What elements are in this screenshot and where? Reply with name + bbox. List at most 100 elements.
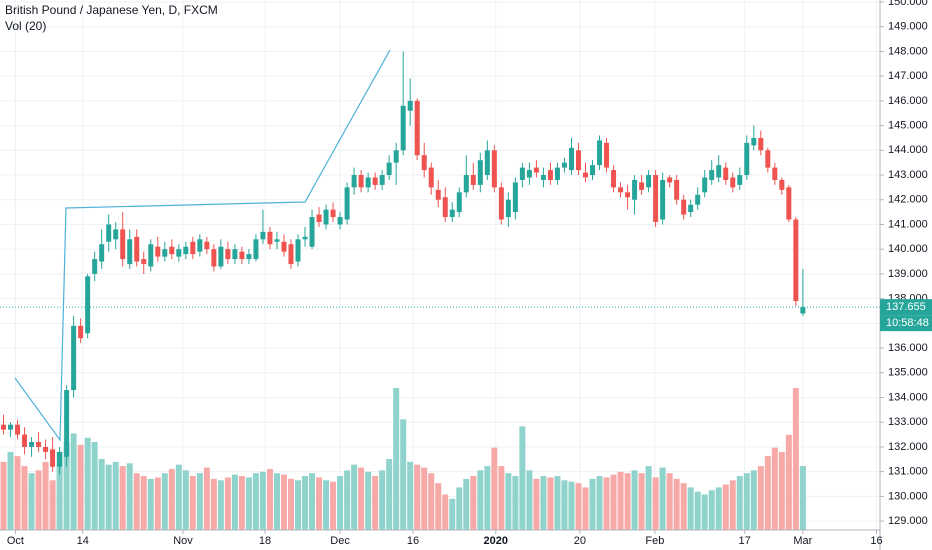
candle-body (274, 239, 280, 242)
volume-bar (112, 461, 119, 530)
volume-bar (743, 473, 750, 530)
volume-bar (645, 466, 652, 530)
candle-body (751, 137, 757, 146)
x-tick-label: Feb (645, 535, 664, 547)
volume-bar (449, 498, 456, 530)
candle-body (582, 172, 588, 178)
y-tick-label: 144.000 (888, 144, 928, 156)
candle-body (225, 249, 231, 260)
candle-body (421, 155, 427, 171)
volume-bar (14, 456, 21, 530)
volume-bar (687, 487, 694, 530)
last-price-tag (880, 299, 932, 316)
candle-body (323, 209, 329, 225)
volume-bar (7, 451, 14, 530)
volume-bar (512, 476, 519, 530)
candle-body (660, 179, 666, 220)
candle-body (674, 179, 680, 200)
candle-body (316, 214, 322, 222)
y-tick-label: 142.000 (888, 194, 928, 206)
volume-bar (561, 480, 568, 530)
candle-body (85, 276, 91, 334)
candle-body (260, 231, 266, 240)
volume-bar (0, 461, 7, 530)
x-tick-label: Mar (793, 535, 812, 547)
candle-body (477, 160, 483, 185)
volume-bar (273, 473, 280, 530)
candle-body (106, 224, 112, 242)
volume-bar (666, 473, 673, 530)
volume-bar (386, 459, 393, 530)
candle-body (113, 229, 119, 240)
candle-body (681, 199, 687, 215)
y-tick-label: 139.000 (888, 268, 928, 280)
volume-bar (189, 476, 196, 530)
volume-bar (238, 476, 245, 530)
candle-body (253, 239, 259, 260)
volume-bar (582, 487, 589, 530)
x-tick-label: 16 (870, 535, 882, 547)
volume-bar (498, 466, 505, 530)
candle-body (43, 446, 49, 452)
candle-body (99, 244, 105, 262)
candle-body (597, 140, 603, 166)
y-tick-label: 129.000 (888, 515, 928, 527)
volume-bar (217, 480, 224, 530)
candle-body (155, 246, 161, 257)
countdown-label: 10:58:48 (886, 317, 929, 329)
candle-body (618, 187, 624, 193)
candle-body (288, 244, 294, 265)
volume-bar (435, 483, 442, 530)
volume-bar (344, 470, 351, 530)
candle-body (646, 175, 652, 188)
indicator-label: Vol (20) (5, 19, 46, 33)
candle-body (484, 150, 490, 176)
candle-body (716, 165, 722, 178)
y-tick-label: 140.000 (888, 243, 928, 255)
candle-body (470, 175, 476, 185)
volume-bar (224, 477, 231, 530)
x-tick-label: 18 (259, 535, 271, 547)
y-tick-label: 131.000 (888, 466, 928, 478)
volume-bar (533, 478, 540, 530)
candle-body (57, 451, 63, 467)
candle-body (604, 142, 610, 168)
volume-bar (652, 477, 659, 530)
y-tick-label: 149.000 (888, 21, 928, 33)
volume-bar (358, 467, 365, 530)
candle-body (197, 239, 203, 252)
x-tick-label: 16 (407, 535, 419, 547)
candle-body (372, 177, 378, 185)
candle-body (786, 187, 792, 220)
volume-bar (610, 474, 617, 530)
candle-body (695, 194, 701, 205)
y-tick-label: 148.000 (888, 45, 928, 57)
volume-bar (400, 419, 407, 530)
candle-body (639, 182, 645, 190)
volume-bar (554, 476, 561, 530)
volume-bar (168, 468, 175, 530)
volume-bar (631, 470, 638, 530)
y-tick-label: 136.000 (888, 342, 928, 354)
volume-bar (210, 478, 217, 530)
candle-body (800, 307, 806, 314)
y-tick-label: 134.000 (888, 391, 928, 403)
volume-bar (49, 480, 56, 530)
candle-body (29, 441, 35, 447)
candle-body (547, 170, 553, 180)
volume-bar (771, 447, 778, 530)
candle-body (1, 424, 7, 430)
volume-bar (323, 480, 330, 530)
candle-body (702, 177, 708, 193)
x-tick-label: Oct (7, 535, 24, 547)
candle-body (295, 239, 301, 262)
candle-body (169, 246, 175, 255)
volume-bar (799, 466, 806, 530)
candle-body (414, 100, 420, 156)
candle-body (737, 175, 743, 185)
candle-body (533, 167, 539, 173)
volume-bar (694, 491, 701, 530)
x-tick-label: 17 (739, 535, 751, 547)
